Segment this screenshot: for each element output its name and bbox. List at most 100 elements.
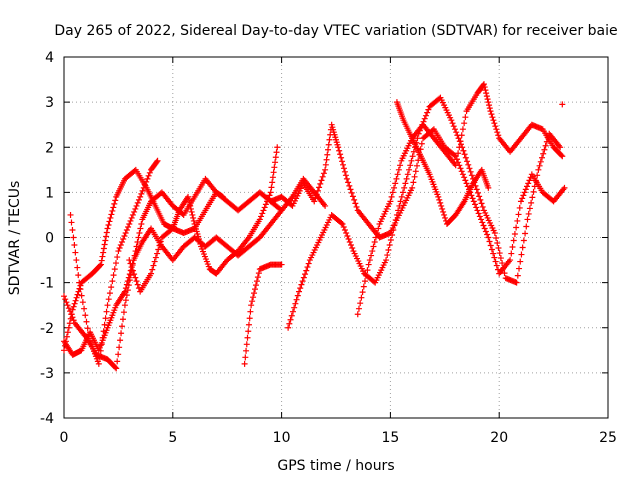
data-point-interp [491,120,498,127]
data-point-interp [245,321,252,328]
data-point-interp [469,195,476,202]
data-point-interp [154,250,161,257]
axis-ticks: 0 5 10 15 20 25 -4 -3 -2 -1 0 1 2 3 4 [40,50,617,446]
data-point-interp [139,187,146,194]
data-point-interp [411,173,418,180]
data-point-interp [99,253,106,260]
y-tick-label: 3 [45,95,54,111]
data-point-interp [68,311,75,318]
data-point-interp [478,200,485,207]
data-point [387,198,394,205]
data-point-interp [319,173,326,180]
data-point-interp [343,229,350,236]
data-point-interp [351,196,358,203]
data-point-interp [520,192,527,199]
data-point [241,360,248,367]
data-point-interp [459,126,466,133]
data-point-interp [368,252,375,259]
data-point-interp [414,135,421,142]
x-tick-label: 10 [273,430,291,446]
data-point-interp [111,200,118,207]
data-point-interp [100,249,107,256]
data-point-interp [458,168,465,175]
data-point-interp [128,214,135,221]
data-point-interp [168,226,175,233]
data-point [535,166,542,173]
data-point-interp [417,146,424,153]
data-point-interp [102,315,109,322]
y-tick-label: -1 [40,276,54,292]
data-point-interp [119,239,126,246]
data-point-interp [293,296,300,303]
data-point-interp [84,325,91,332]
data-point-interp [480,222,487,229]
data-point-interp [111,266,118,273]
data-point-interp [482,228,489,235]
data-point-interp [138,220,145,227]
data-point-interp [258,213,265,220]
data-point-interp [188,208,195,215]
data-point-interp [500,265,507,272]
data-point-interp [490,117,497,124]
data-point-interp [286,320,293,327]
data-point-interp [474,189,481,196]
data-point-interp [70,317,77,324]
data-point-interp [70,303,77,310]
data-point-interp [103,233,110,240]
data-point-interp [325,146,332,153]
data-point-interp [131,208,138,215]
data-point-interp [372,234,379,241]
data-point-interp [69,226,76,233]
data-point-interp [114,358,121,365]
data-point-interp [288,312,295,319]
data-point-interp [105,296,112,303]
data-point-interp [529,194,536,201]
data-point-interp [374,229,381,236]
data-point-interp [525,180,532,187]
data-point-interp [418,140,425,147]
data-point-interp [245,328,252,335]
data-point-interp [123,281,130,288]
data-point-interp [127,260,134,267]
data-point-interp [187,202,194,209]
data-point-interp [71,300,78,307]
data-point-interp [490,250,497,257]
data-point-interp [384,252,391,259]
data-point-interp [522,186,529,193]
data-point [383,257,390,264]
data-point-interp [78,292,85,299]
data-point-interp [461,151,468,158]
data-point-interp [516,204,523,211]
data-point-interp [481,84,488,91]
data-point-interp [453,129,460,136]
data-point-interp [145,172,152,179]
data-point-interp [143,178,150,185]
data-point-interp [112,197,119,204]
y-tick-label: 0 [45,231,54,247]
data-point-interp [303,267,310,274]
data-point-interp [488,111,495,118]
data-point-interp [439,205,446,212]
data-point-interp [479,219,486,226]
data-point-interp [149,266,156,273]
data-point [557,144,564,151]
data-point-interp [495,245,502,252]
data-point-interp [345,236,352,243]
data-point-interp [389,189,396,196]
data-point-interp [133,202,140,209]
data-point [322,166,329,173]
data-point-interp [492,123,499,130]
data-point-interp [342,172,349,179]
data-point-interp [187,205,194,212]
data-point-interp [106,218,113,225]
data-point-interp [357,300,364,307]
data-point-interp [117,242,124,249]
data-point-interp [82,312,89,319]
data-point-interp [119,316,126,323]
data-point-interp [451,126,458,133]
data-point-interp [369,248,376,255]
data-point [154,157,161,164]
data-point-interp [476,193,483,200]
data-point-interp [346,182,353,189]
data-point-interp [326,136,333,143]
